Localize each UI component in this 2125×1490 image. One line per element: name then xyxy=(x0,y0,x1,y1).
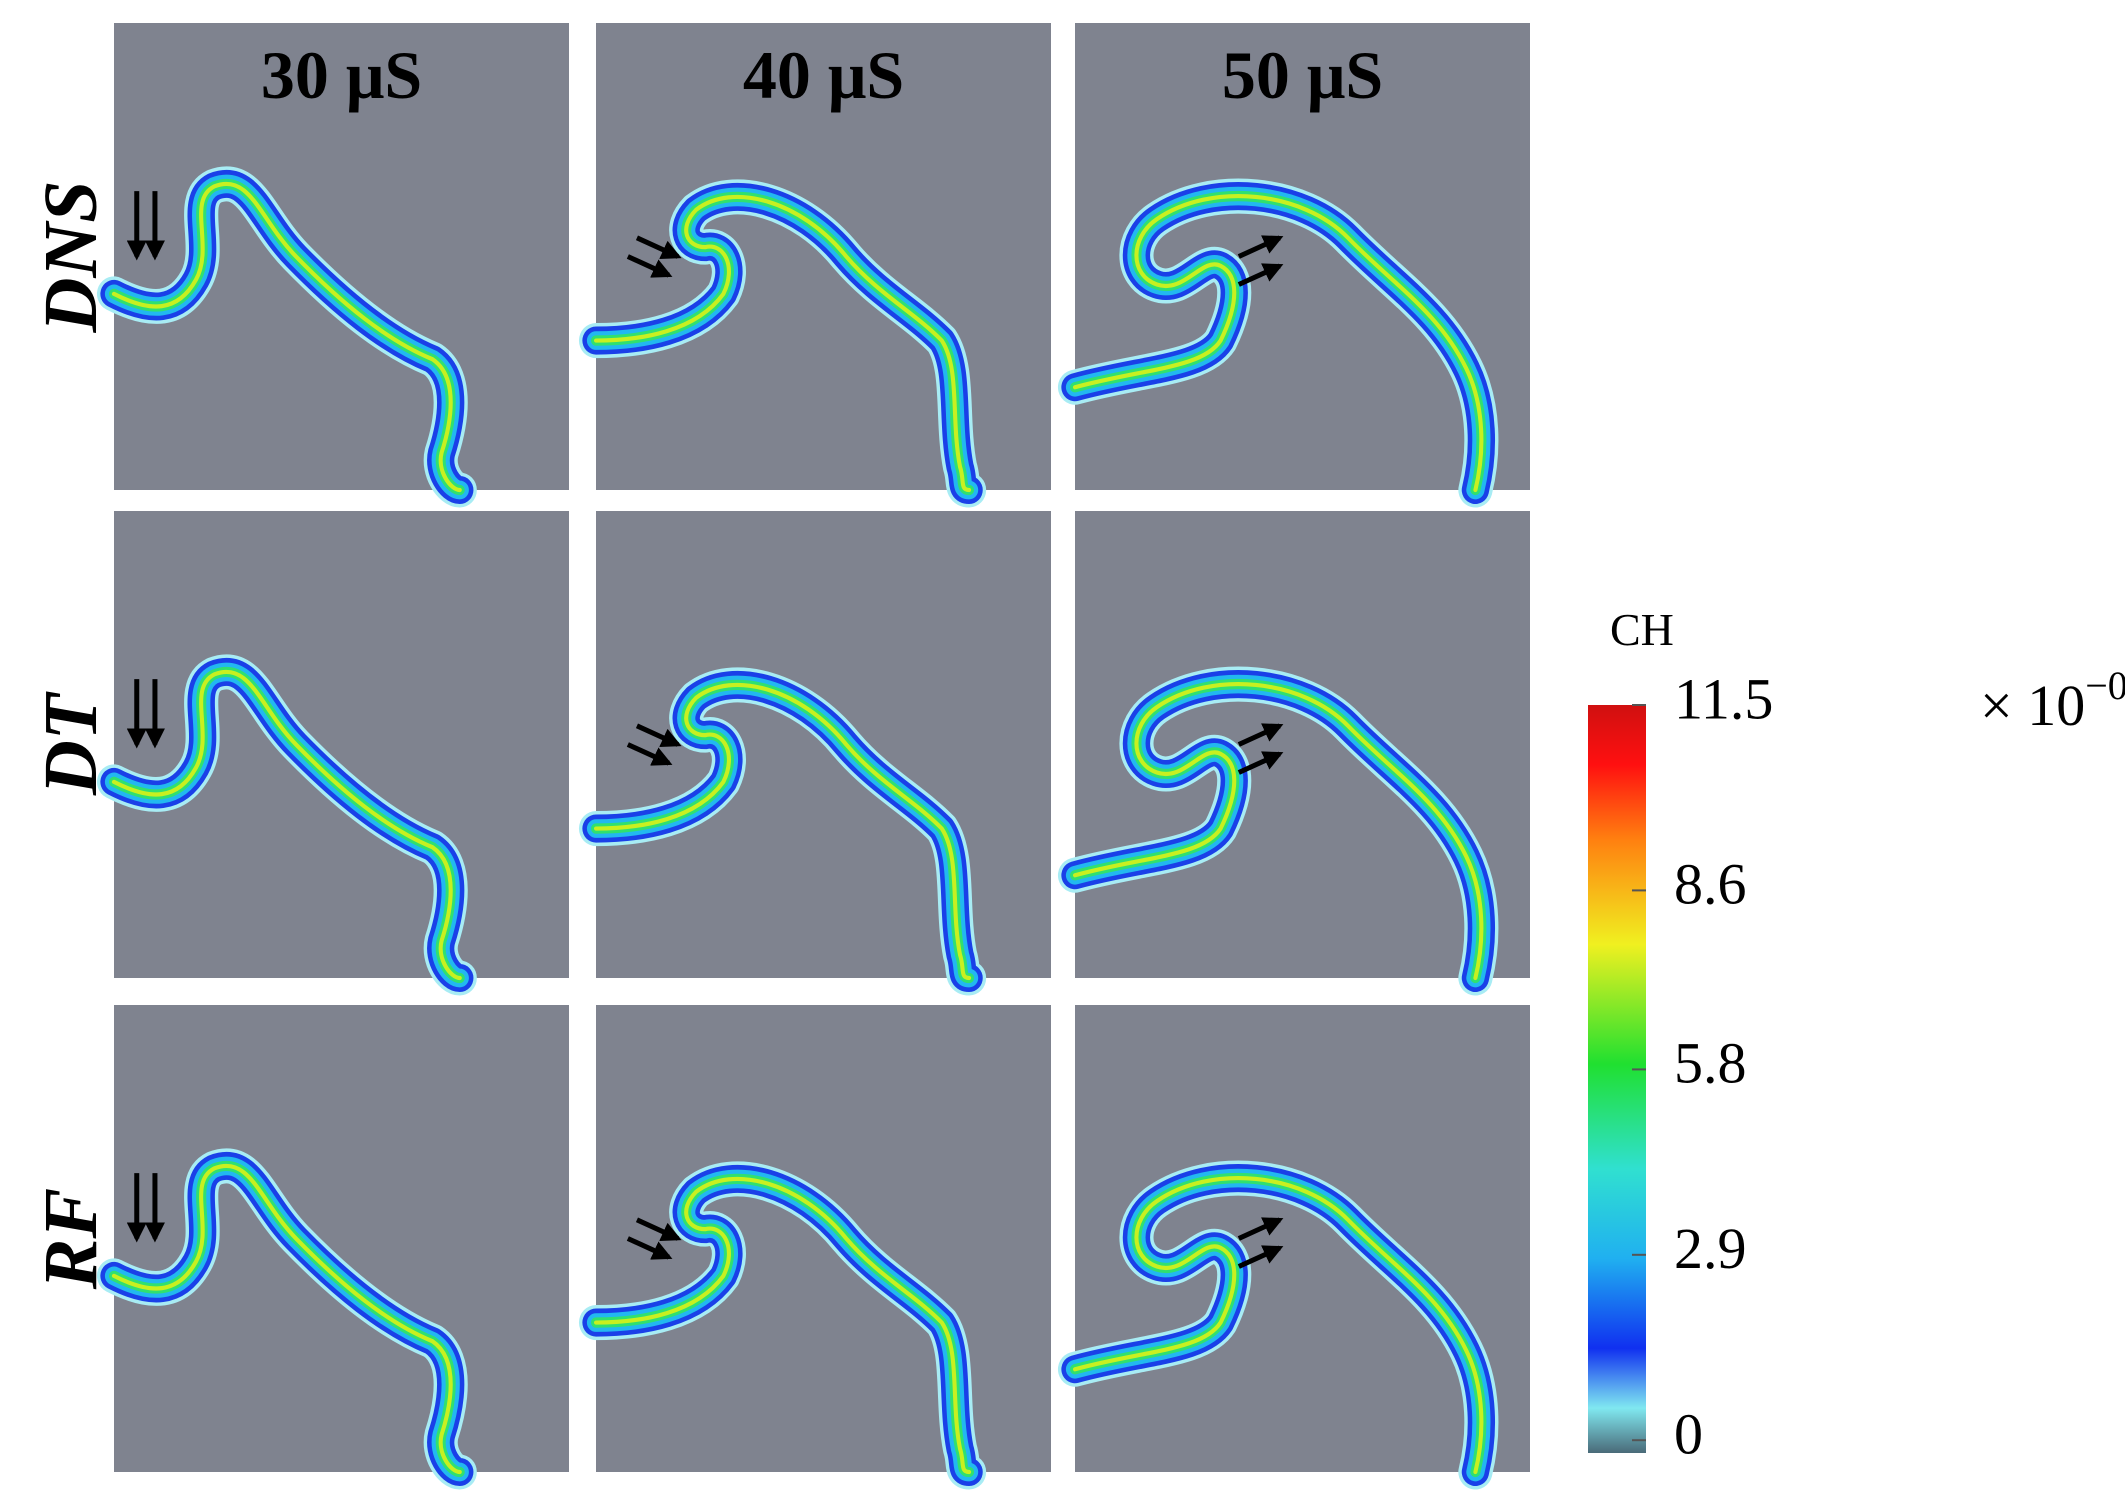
flame-contour xyxy=(111,670,462,981)
arrow xyxy=(1237,723,1284,747)
colorbar-tick-label: 0 xyxy=(1674,1402,1703,1467)
flame-front xyxy=(578,667,987,996)
column-header: 30 μS xyxy=(261,37,422,113)
panel xyxy=(96,1005,569,1490)
panel xyxy=(96,511,569,996)
panel xyxy=(1057,1005,1530,1490)
flame-front xyxy=(578,1161,987,1490)
flame-contour xyxy=(1072,1176,1484,1475)
panel-background xyxy=(114,1005,569,1472)
colorbar xyxy=(1588,705,1646,1453)
colorbar-multiplier: × 10−05 xyxy=(1980,663,2125,738)
multiplier-base: × 10 xyxy=(1980,673,2085,738)
flame-front xyxy=(578,179,987,508)
panel xyxy=(1057,511,1530,996)
multiplier-exponent: −05 xyxy=(2085,663,2125,708)
row-header: RF xyxy=(29,1188,113,1290)
arrow xyxy=(635,1217,682,1241)
flame-contour xyxy=(593,194,972,493)
flame-contour xyxy=(593,1176,972,1475)
flame-contour xyxy=(111,1164,462,1475)
arrow xyxy=(635,723,682,747)
arrow xyxy=(626,742,673,766)
arrow xyxy=(1237,751,1284,775)
arrow xyxy=(626,254,673,278)
flame-contour xyxy=(111,182,462,493)
arrow xyxy=(635,235,682,259)
colorbar-tick-label: 8.6 xyxy=(1674,852,1747,917)
flame-contour xyxy=(1072,194,1484,493)
flame-contour xyxy=(593,682,972,981)
flame-front xyxy=(1057,1160,1499,1490)
panel-background xyxy=(114,511,569,978)
flame-front xyxy=(96,654,477,996)
arrow xyxy=(1237,235,1284,259)
arrow xyxy=(1237,1217,1284,1241)
panel xyxy=(96,23,569,508)
flame-front xyxy=(96,166,477,508)
panel xyxy=(578,511,1051,996)
row-header: DT xyxy=(29,691,113,796)
panel xyxy=(1057,23,1530,508)
colorbar-tick-label: 2.9 xyxy=(1674,1216,1747,1281)
panels xyxy=(96,23,1530,1490)
column-header: 40 μS xyxy=(743,37,904,113)
flame-front xyxy=(96,1148,477,1490)
column-header: 50 μS xyxy=(1222,37,1383,113)
arrow xyxy=(1237,263,1284,287)
colorbar-tick-label: 11.5 xyxy=(1674,666,1773,731)
flame-contour xyxy=(1072,682,1484,981)
flame-front xyxy=(1057,178,1499,508)
flame-front xyxy=(1057,666,1499,996)
arrow xyxy=(626,1236,673,1260)
arrow xyxy=(1237,1245,1284,1269)
panel xyxy=(578,1005,1051,1490)
colorbar-tick-label: 5.8 xyxy=(1674,1031,1747,1096)
colorbar-label: CH xyxy=(1610,604,1674,655)
panel xyxy=(578,23,1051,508)
row-header: DNS xyxy=(29,180,113,333)
